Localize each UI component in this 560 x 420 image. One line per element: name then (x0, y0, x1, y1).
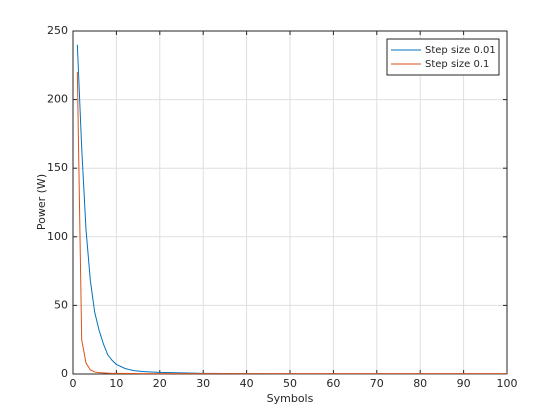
legend-label: Step size 0.1 (425, 59, 489, 70)
y-tick-label: 150 (47, 161, 68, 174)
legend-label: Step size 0.01 (425, 45, 496, 56)
y-tick-label: 250 (47, 24, 68, 37)
y-axis-label: Power (W) (35, 174, 48, 230)
x-tick-label: 50 (283, 377, 297, 390)
x-tick-label: 70 (370, 377, 384, 390)
y-tick-label: 100 (47, 230, 68, 243)
y-tick-label: 200 (47, 93, 68, 106)
y-tick-label: 0 (61, 367, 68, 380)
x-tick-label: 0 (70, 377, 77, 390)
x-tick-label: 30 (196, 377, 210, 390)
series-line (76, 72, 507, 375)
x-tick-label: 60 (326, 377, 340, 390)
x-tick-label: 80 (413, 377, 427, 390)
x-tick-label: 10 (109, 377, 123, 390)
x-tick-label: 90 (457, 377, 471, 390)
x-axis-label: Symbols (267, 392, 314, 405)
legend-box (386, 38, 500, 76)
y-tick-label: 50 (54, 298, 68, 311)
x-tick-label: 100 (497, 377, 518, 390)
x-tick-label: 20 (153, 377, 167, 390)
x-tick-label: 40 (240, 377, 254, 390)
